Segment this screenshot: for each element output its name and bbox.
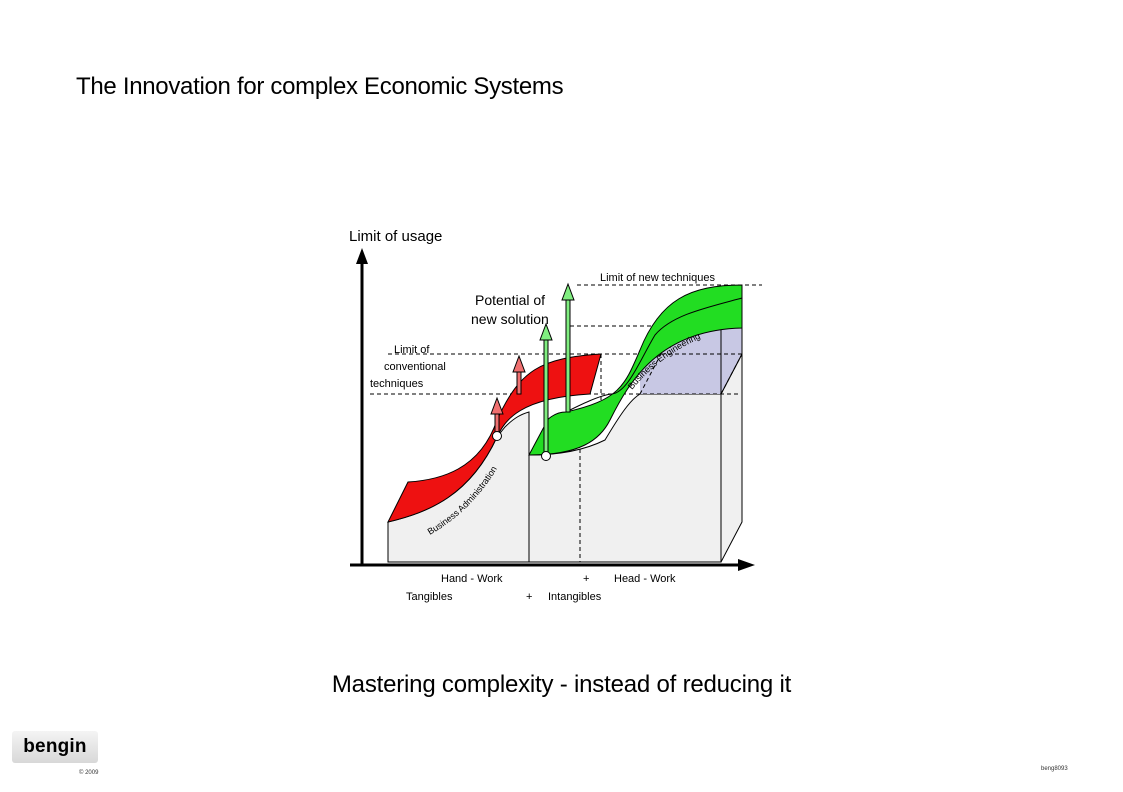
red-arrow-tall [512,354,526,395]
red-arrow-small [490,396,504,437]
limit-conv-label-3: techniques [370,378,424,390]
diagonal-guide-1 [720,353,743,395]
x-label-plus-2: + [526,591,532,603]
point-left [492,431,502,441]
footer-code: beng8093 [1041,766,1068,772]
bengin-logo: bengin [12,731,98,763]
x-label-intangibles: Intangibles [548,591,602,603]
potential-label-2: new solution [471,311,549,327]
x-label-tangibles: Tangibles [406,591,453,603]
limit-conv-label-1: Limit of [394,344,430,356]
axes [350,248,755,571]
limit-conv-label-2: conventional [384,361,446,373]
potential-label-1: Potential of [475,292,545,308]
arrows [490,282,575,457]
x-axis-arrow [738,559,755,571]
y-axis-label: Limit of usage [349,228,442,245]
green-band-curve-top [565,297,743,413]
green-arrow-right [561,282,575,413]
x-label-head-work: Head - Work [614,573,676,585]
page-title: The Innovation for complex Economic Syst… [76,73,564,100]
page-subtitle: Mastering complexity - instead of reduci… [331,671,792,698]
copyright-note: © 2009 [79,770,99,776]
limit-new-label: Limit of new techniques [600,272,715,284]
x-label-plus-1: + [583,573,589,585]
point-right [541,451,551,461]
diagonal-guide-2 [639,353,662,395]
y-axis-arrow [356,248,368,264]
x-label-hand-work: Hand - Work [441,573,503,585]
